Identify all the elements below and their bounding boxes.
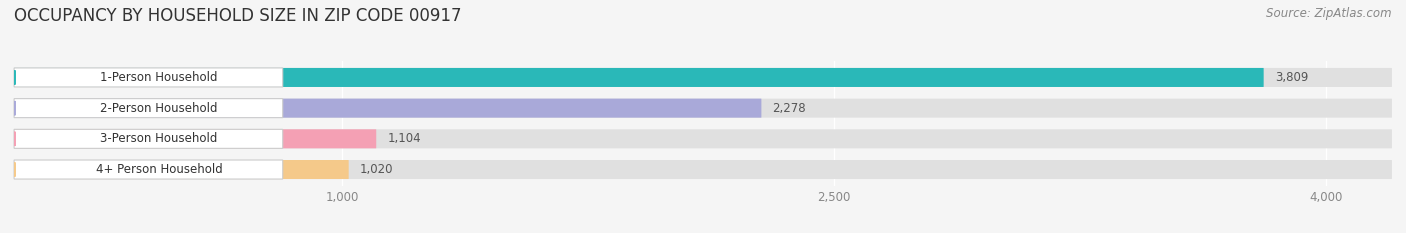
Text: 2,278: 2,278: [772, 102, 806, 115]
FancyBboxPatch shape: [14, 68, 1264, 87]
Text: 3,809: 3,809: [1275, 71, 1308, 84]
FancyBboxPatch shape: [14, 129, 1392, 148]
FancyBboxPatch shape: [14, 160, 349, 179]
FancyBboxPatch shape: [14, 129, 377, 148]
Text: 2-Person Household: 2-Person Household: [100, 102, 218, 115]
FancyBboxPatch shape: [14, 99, 283, 118]
Text: 4+ Person Household: 4+ Person Household: [96, 163, 222, 176]
FancyBboxPatch shape: [14, 68, 1392, 87]
Text: Source: ZipAtlas.com: Source: ZipAtlas.com: [1267, 7, 1392, 20]
FancyBboxPatch shape: [14, 99, 762, 118]
FancyBboxPatch shape: [14, 99, 1392, 118]
Text: 1,104: 1,104: [387, 132, 420, 145]
FancyBboxPatch shape: [14, 160, 283, 179]
FancyBboxPatch shape: [14, 129, 283, 148]
FancyBboxPatch shape: [14, 160, 1392, 179]
FancyBboxPatch shape: [14, 68, 283, 87]
Text: 3-Person Household: 3-Person Household: [100, 132, 218, 145]
Text: 1,020: 1,020: [360, 163, 394, 176]
Text: OCCUPANCY BY HOUSEHOLD SIZE IN ZIP CODE 00917: OCCUPANCY BY HOUSEHOLD SIZE IN ZIP CODE …: [14, 7, 461, 25]
Text: 1-Person Household: 1-Person Household: [100, 71, 218, 84]
